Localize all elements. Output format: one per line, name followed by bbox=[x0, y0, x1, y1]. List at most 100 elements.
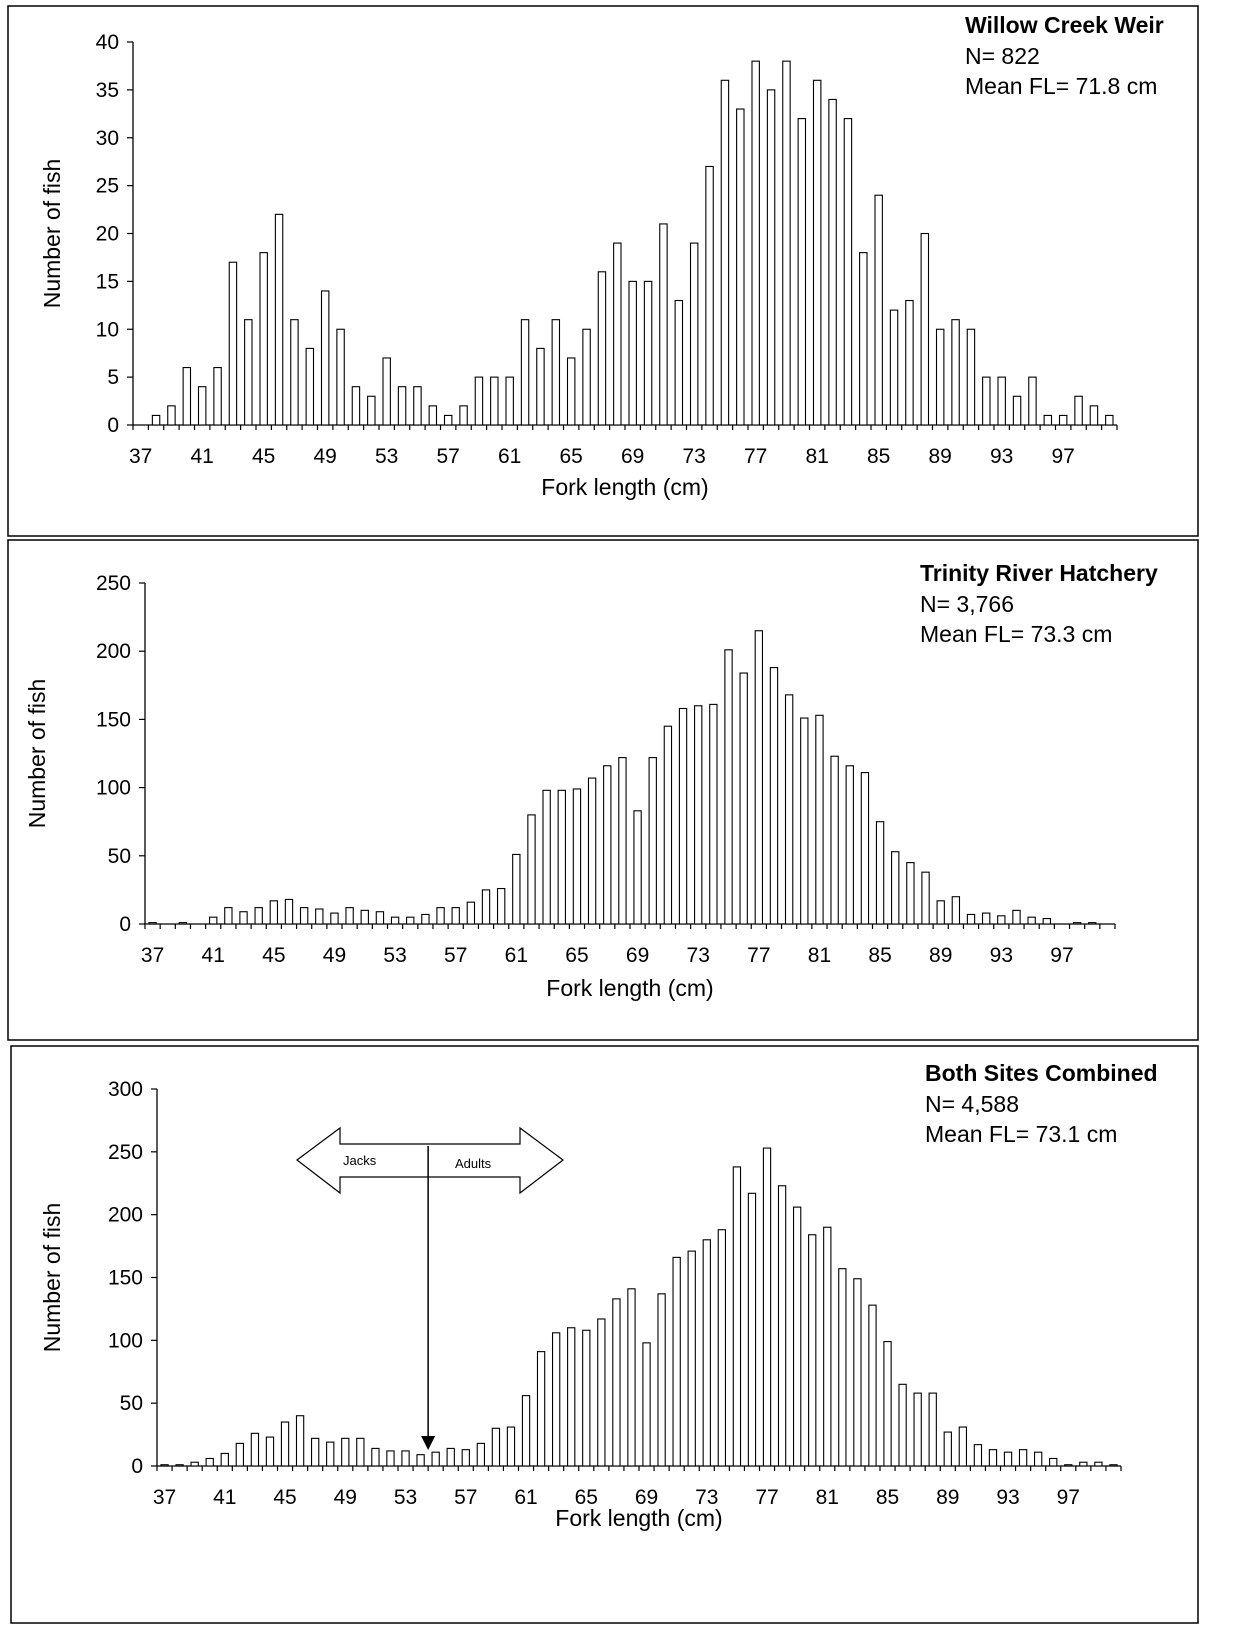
bar-fl-73 bbox=[694, 705, 703, 925]
x-axis-label: Fork length (cm) bbox=[546, 975, 713, 1001]
y-tick-label: 20 bbox=[96, 223, 119, 246]
bar-fl-44 bbox=[244, 319, 253, 426]
bar-fl-86 bbox=[889, 309, 899, 426]
chart-title: Both Sites Combined bbox=[925, 1060, 1158, 1086]
bar-fl-100 bbox=[1105, 414, 1114, 426]
x-tick-label: 53 bbox=[394, 1486, 417, 1509]
bar-fl-67 bbox=[603, 765, 612, 925]
bar-fl-94 bbox=[1012, 395, 1022, 426]
bar-fl-82 bbox=[828, 98, 837, 426]
sample-size-label: N= 822 bbox=[965, 43, 1040, 69]
bar-fl-42 bbox=[235, 1442, 245, 1467]
bar-fl-59 bbox=[491, 1427, 501, 1467]
bar-fl-83 bbox=[853, 1278, 862, 1467]
bar-fl-67 bbox=[612, 1298, 621, 1467]
jacks-label: Jacks bbox=[343, 1153, 377, 1168]
bar-fl-69 bbox=[642, 1342, 651, 1467]
bar-fl-73 bbox=[702, 1239, 711, 1467]
x-tick-label: 61 bbox=[514, 1486, 537, 1509]
sample-size-label: N= 3,766 bbox=[920, 591, 1014, 617]
bar-fl-66 bbox=[582, 328, 591, 426]
bar-fl-64 bbox=[551, 319, 561, 426]
bar-fl-43 bbox=[228, 261, 238, 426]
bar-fl-93 bbox=[1003, 1451, 1013, 1467]
y-tick-label: 150 bbox=[96, 708, 131, 731]
bar-fl-57 bbox=[451, 907, 460, 925]
bar-fl-54 bbox=[406, 916, 415, 925]
bar-fl-85 bbox=[883, 1341, 892, 1467]
bar-fl-88 bbox=[920, 232, 930, 426]
bar-fl-80 bbox=[797, 118, 807, 426]
bar-fl-97 bbox=[1058, 414, 1068, 426]
x-tick-label: 93 bbox=[990, 445, 1013, 468]
x-tick-label: 81 bbox=[806, 445, 829, 468]
bar-fl-79 bbox=[784, 694, 794, 925]
bar-fl-61 bbox=[521, 1395, 531, 1467]
chart-panel-2: 0 50 100 150 200 250 37 41 45 49 53 57 61 65 69 73 77 81 8… bbox=[7, 539, 1199, 1041]
bar-fl-75 bbox=[720, 79, 730, 426]
bar-fl-65 bbox=[582, 1329, 591, 1467]
bar-fl-61 bbox=[512, 853, 521, 925]
bar-fl-45 bbox=[259, 252, 268, 426]
bar-fl-84 bbox=[859, 252, 868, 426]
bar-fl-71 bbox=[672, 1256, 681, 1467]
bar-fl-71 bbox=[663, 725, 673, 925]
bar-fl-85 bbox=[875, 821, 885, 925]
x-tick-label: 81 bbox=[808, 944, 831, 967]
bar-fl-95 bbox=[1028, 376, 1037, 426]
bar-fl-74 bbox=[717, 1229, 727, 1467]
bar-fl-43 bbox=[239, 911, 248, 925]
bar-fl-50 bbox=[336, 328, 345, 426]
x-tick-label: 97 bbox=[1050, 944, 1073, 967]
y-tick-label: 15 bbox=[96, 270, 119, 293]
bar-fl-51 bbox=[360, 909, 369, 925]
bar-fl-99 bbox=[1089, 405, 1099, 426]
bar-fl-59 bbox=[474, 376, 484, 426]
bar-fl-84 bbox=[868, 1304, 877, 1467]
bar-fl-77 bbox=[754, 630, 764, 925]
bar-fl-45 bbox=[269, 900, 279, 925]
bar-fl-99 bbox=[1094, 1461, 1103, 1467]
x-tick-label: 77 bbox=[744, 445, 767, 468]
x-tick-label: 57 bbox=[454, 1486, 477, 1509]
x-tick-label: 73 bbox=[695, 1486, 718, 1509]
bar-fl-57 bbox=[461, 1449, 470, 1467]
bar-fl-69 bbox=[628, 280, 637, 426]
bar-fl-89 bbox=[943, 1431, 952, 1467]
y-tick-label: 50 bbox=[108, 845, 131, 868]
bar-fl-67 bbox=[597, 271, 607, 426]
bar-fl-80 bbox=[800, 717, 809, 925]
bar-fl-88 bbox=[921, 871, 930, 925]
bar-fl-98 bbox=[1072, 922, 1082, 925]
bar-fl-63 bbox=[551, 1332, 561, 1467]
bar-fl-63 bbox=[536, 347, 545, 426]
chart-title: Trinity River Hatchery bbox=[920, 560, 1158, 586]
bar-fl-39 bbox=[190, 1461, 199, 1467]
bar-fl-87 bbox=[906, 862, 915, 925]
x-tick-label: 85 bbox=[867, 445, 890, 468]
bar-fl-51 bbox=[351, 386, 361, 426]
panel-frame bbox=[7, 539, 1199, 1041]
x-tick-label: 77 bbox=[747, 944, 770, 967]
bar-fl-80 bbox=[808, 1234, 817, 1467]
bar-fl-70 bbox=[643, 280, 653, 426]
y-tick-label: 0 bbox=[131, 1455, 143, 1478]
bar-fl-95 bbox=[1027, 916, 1036, 925]
y-tick-label: 200 bbox=[96, 640, 131, 663]
x-tick-label: 49 bbox=[334, 1486, 357, 1509]
bar-fl-97 bbox=[1064, 1464, 1073, 1467]
bar-fl-90 bbox=[951, 896, 961, 925]
bar-fl-98 bbox=[1074, 395, 1083, 426]
bar-fl-100 bbox=[1109, 1464, 1118, 1467]
bar-fl-42 bbox=[224, 907, 233, 925]
bar-fl-53 bbox=[401, 1450, 410, 1467]
y-tick-label: 25 bbox=[96, 175, 119, 198]
x-tick-label: 69 bbox=[635, 1486, 658, 1509]
bar-fl-47 bbox=[290, 319, 299, 426]
bar-fl-53 bbox=[382, 357, 391, 426]
bar-fl-87 bbox=[913, 1392, 922, 1467]
bar-fl-81 bbox=[812, 79, 822, 426]
bar-fl-59 bbox=[481, 889, 491, 925]
x-tick-label: 97 bbox=[1057, 1486, 1080, 1509]
bar-fl-60 bbox=[490, 376, 499, 426]
